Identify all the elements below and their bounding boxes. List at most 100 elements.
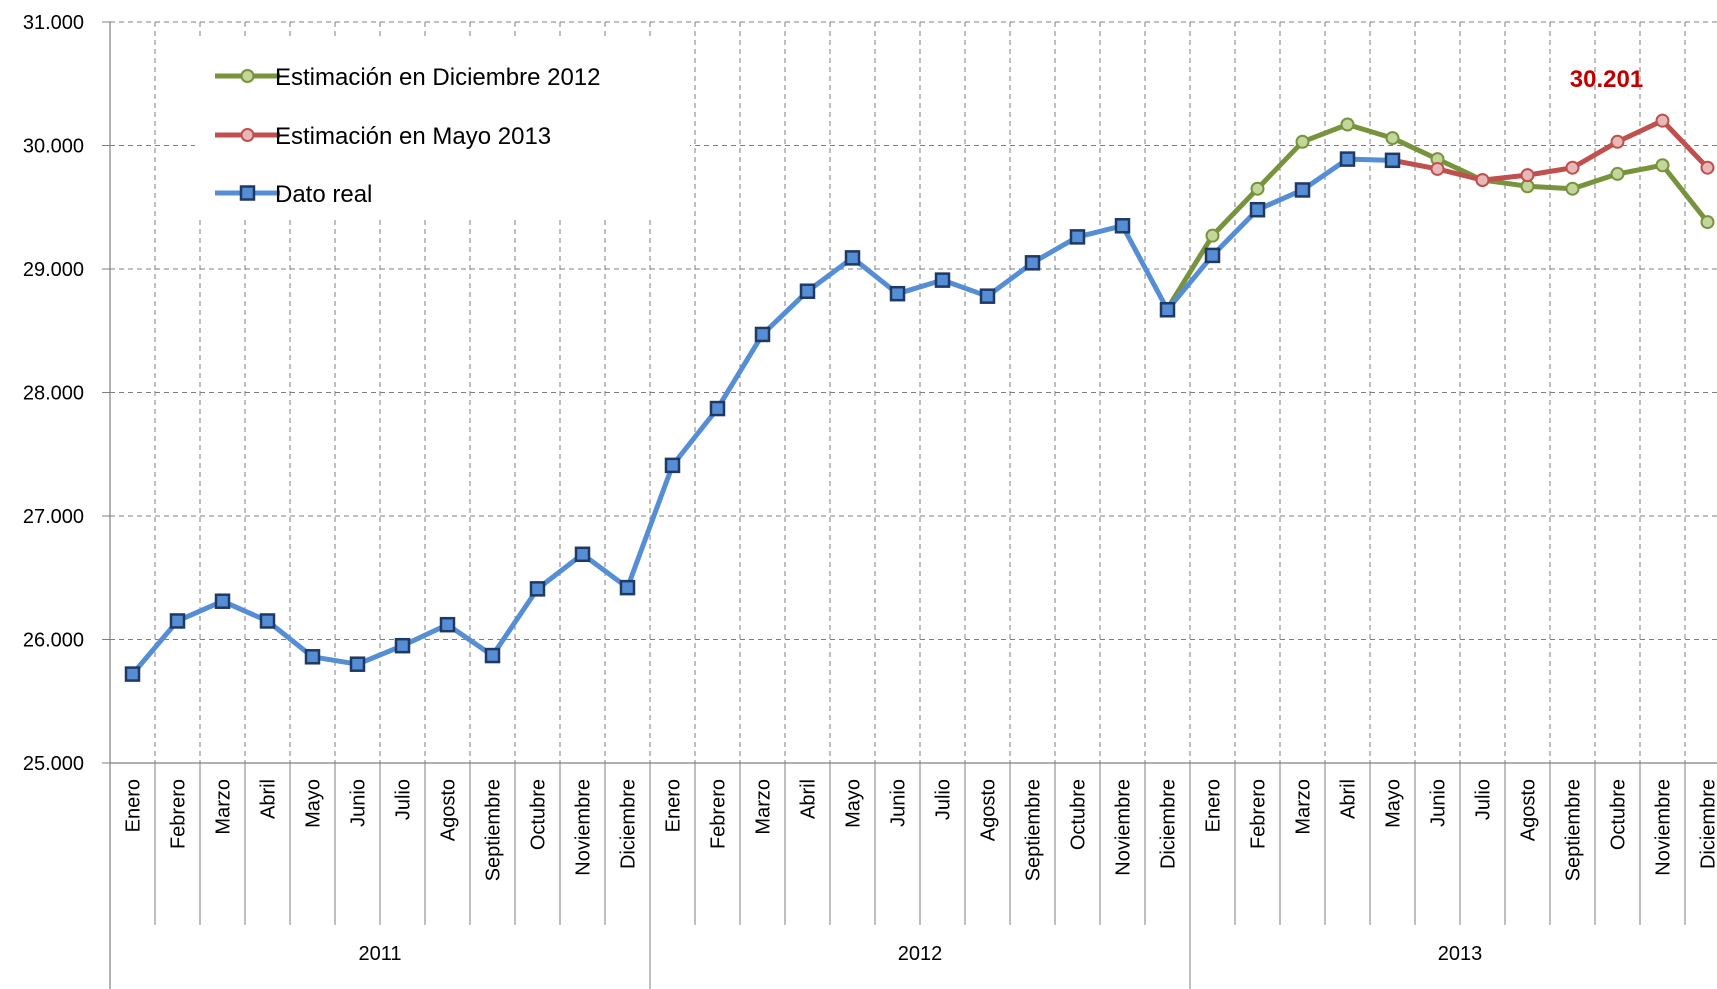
x-category-label: Octubre bbox=[1608, 779, 1630, 850]
x-category-label: Diciembre bbox=[1158, 779, 1180, 869]
x-category-label: Abril bbox=[1338, 779, 1360, 819]
y-tick-label: 29.000 bbox=[23, 259, 84, 281]
data-point bbox=[1295, 134, 1310, 149]
data-point bbox=[1205, 228, 1220, 243]
data-point bbox=[889, 285, 906, 302]
x-category-label: Marzo bbox=[753, 779, 775, 835]
data-point bbox=[214, 593, 231, 609]
data-label-annotation: 30.201 bbox=[1570, 66, 1643, 93]
data-point bbox=[1475, 173, 1490, 188]
x-category-label: Agosto bbox=[1518, 779, 1540, 841]
x-category-label: Septiembre bbox=[1563, 779, 1585, 881]
legend: Estimación en Diciembre 2012 Estimación e… bbox=[195, 40, 690, 220]
y-tick-label: 31.000 bbox=[23, 12, 84, 34]
data-point bbox=[1339, 151, 1356, 167]
data-point bbox=[1249, 201, 1266, 218]
data-point bbox=[709, 400, 726, 417]
data-point bbox=[1250, 181, 1265, 196]
data-point bbox=[484, 647, 501, 664]
x-category-label: Julio bbox=[393, 779, 415, 820]
data-point bbox=[1430, 161, 1445, 176]
x-category-label: Septiembre bbox=[1023, 779, 1045, 881]
data-point bbox=[124, 666, 141, 682]
data-point bbox=[394, 637, 411, 654]
data-point bbox=[439, 616, 456, 633]
data-point bbox=[1385, 131, 1400, 146]
x-category-label: Febrero bbox=[168, 779, 190, 849]
data-point bbox=[304, 649, 321, 665]
data-point bbox=[259, 613, 276, 629]
legend-swatch-marker bbox=[240, 128, 255, 142]
x-category-label: Octubre bbox=[528, 779, 550, 850]
data-point bbox=[1204, 247, 1221, 264]
x-category-label: Junio bbox=[348, 779, 370, 827]
x-category-label: Diciembre bbox=[1698, 779, 1717, 869]
x-year-label: 2011 bbox=[358, 943, 401, 965]
data-point bbox=[574, 546, 591, 563]
x-category-label: Agosto bbox=[978, 779, 1000, 841]
data-point bbox=[1340, 117, 1355, 132]
legend-swatch-marker bbox=[239, 185, 256, 201]
series-line bbox=[130, 156, 1395, 677]
x-category-label: Abril bbox=[798, 779, 820, 819]
data-point bbox=[1700, 160, 1715, 175]
data-point bbox=[1700, 215, 1715, 230]
x-category-label: Marzo bbox=[1293, 779, 1315, 835]
data-point bbox=[1024, 255, 1041, 271]
legend-label: Estimación en Mayo 2013 bbox=[275, 123, 551, 150]
data-point bbox=[619, 579, 636, 596]
data-labels: 30.201 bbox=[1570, 66, 1643, 93]
data-point bbox=[1384, 152, 1401, 169]
y-tick-label: 26.000 bbox=[23, 630, 84, 652]
legend-label: Estimación en Diciembre 2012 bbox=[275, 64, 601, 91]
x-category-label: Julio bbox=[933, 779, 955, 820]
x-category-label: Octubre bbox=[1068, 779, 1090, 850]
x-category-label: Febrero bbox=[708, 779, 730, 849]
y-tick-label: 30.000 bbox=[23, 136, 84, 158]
x-category-label: Diciembre bbox=[618, 779, 640, 869]
data-point bbox=[1159, 302, 1176, 318]
data-point bbox=[1610, 166, 1625, 181]
data-point bbox=[934, 272, 951, 288]
x-category-label: Mayo bbox=[303, 779, 325, 828]
x-category-label: Noviembre bbox=[1113, 779, 1135, 876]
x-category-label: Noviembre bbox=[573, 779, 595, 876]
data-point bbox=[1610, 134, 1625, 149]
x-category-label: Mayo bbox=[843, 779, 865, 828]
axes: 25.000 26.000 27.000 28.000 29.000 30.000 31.0… bbox=[23, 12, 1717, 989]
data-point bbox=[529, 581, 546, 597]
x-category-label: Abril bbox=[258, 779, 280, 819]
x-category-label: Junio bbox=[888, 779, 910, 827]
data-point bbox=[754, 326, 771, 343]
data-point bbox=[1655, 113, 1670, 128]
data-point bbox=[844, 250, 861, 266]
y-tick-label: 25.000 bbox=[23, 753, 84, 775]
x-category-label: Enero bbox=[1203, 779, 1225, 832]
series-line bbox=[1390, 118, 1710, 183]
data-point bbox=[349, 656, 366, 672]
data-point bbox=[1114, 218, 1131, 234]
x-category-label: Marzo bbox=[213, 779, 235, 835]
data-point bbox=[1069, 229, 1086, 245]
x-year-label: 2013 bbox=[1438, 943, 1483, 965]
x-category-label: Enero bbox=[123, 779, 145, 832]
data-point bbox=[169, 613, 186, 629]
gridlines bbox=[110, 21, 1717, 763]
data-point bbox=[1520, 168, 1535, 183]
x-year-label: 2012 bbox=[898, 943, 943, 965]
legend-background bbox=[195, 40, 690, 220]
series-lines bbox=[124, 113, 1715, 682]
x-category-label: Febrero bbox=[1248, 779, 1270, 849]
x-category-label: Julio bbox=[1473, 779, 1495, 820]
x-category-label: Junio bbox=[1428, 779, 1450, 827]
y-tick-label: 27.000 bbox=[23, 506, 84, 528]
data-point bbox=[799, 283, 816, 299]
x-category-label: Mayo bbox=[1383, 779, 1405, 828]
data-point bbox=[1565, 160, 1580, 175]
data-point bbox=[664, 457, 681, 474]
x-category-label: Septiembre bbox=[483, 779, 505, 881]
legend-label: Dato real bbox=[275, 181, 372, 208]
x-category-label: Noviembre bbox=[1653, 779, 1675, 876]
data-point bbox=[1565, 181, 1580, 196]
